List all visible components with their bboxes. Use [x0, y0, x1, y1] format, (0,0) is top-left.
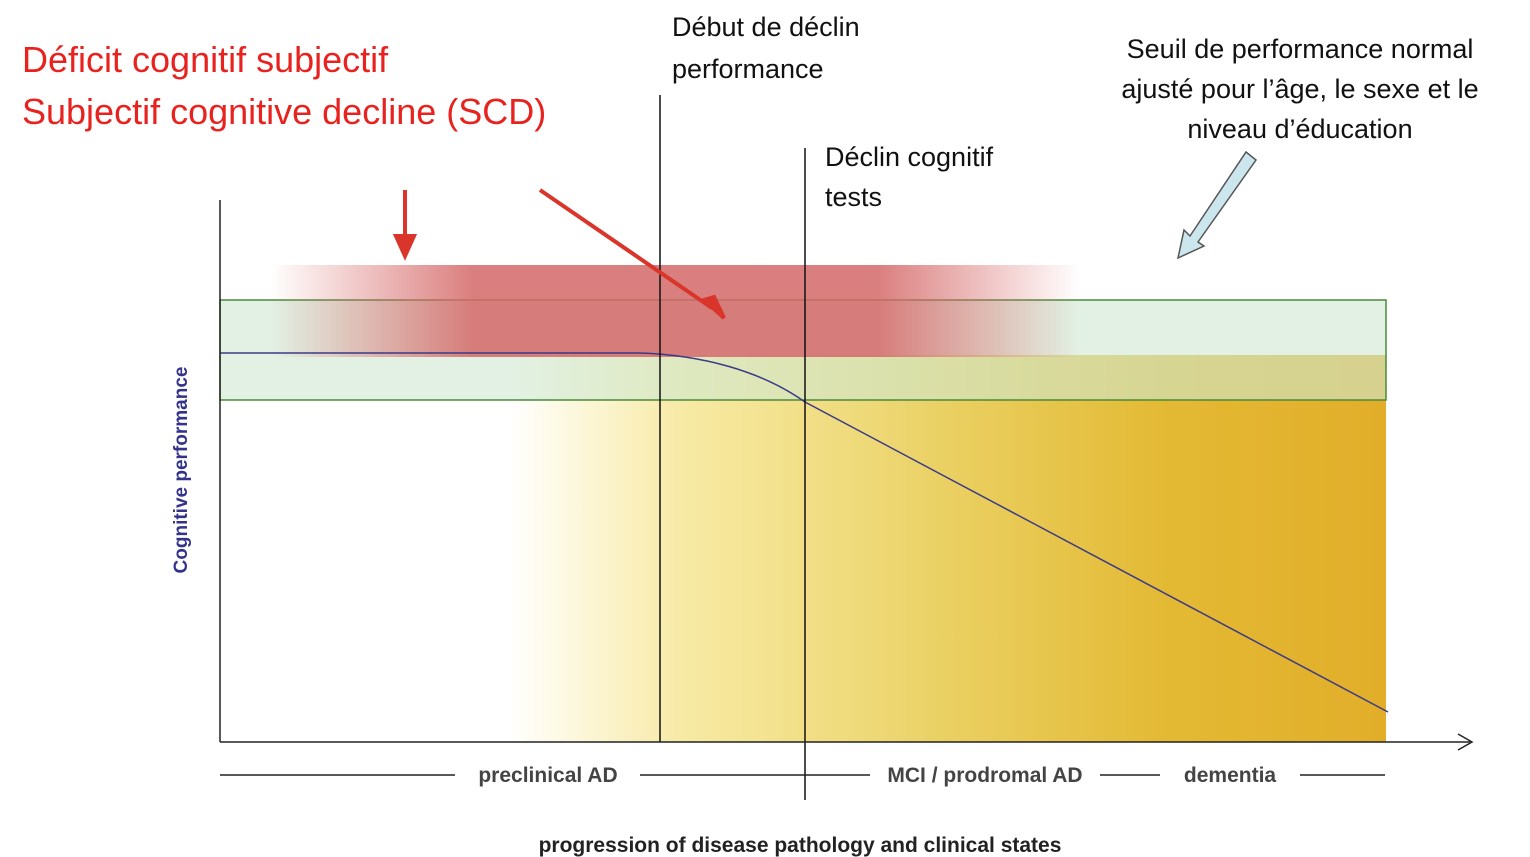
y-axis-label: Cognitive performance: [171, 367, 192, 574]
stage-label: MCI / prodromal AD: [887, 764, 1082, 787]
scd-band: [270, 265, 1080, 357]
annotation: performance: [672, 54, 824, 84]
stage-label: dementia: [1184, 764, 1277, 787]
x-axis-arrow: [1457, 733, 1474, 751]
stage-label: preclinical AD: [478, 764, 617, 787]
annotation: ajusté pour l’âge, le sexe et le: [1121, 74, 1478, 104]
performance-curve: [220, 352, 1389, 713]
title: Subjectif cognitive decline (SCD): [22, 91, 546, 132]
annotation: tests: [825, 182, 882, 212]
annotation: Déclin cognitif: [825, 142, 994, 172]
scd-arrows: [392, 188, 726, 320]
annotation: niveau d’éducation: [1187, 114, 1412, 144]
annotation: Seuil de performance normal: [1127, 34, 1474, 64]
annotation: Début de déclin: [672, 12, 860, 42]
pathology-area: [510, 355, 1386, 742]
threshold-arrow: [1176, 150, 1258, 260]
title: Déficit cognitif subjectif: [22, 39, 389, 80]
x-axis-label: progression of disease pathology and cli…: [539, 834, 1062, 857]
